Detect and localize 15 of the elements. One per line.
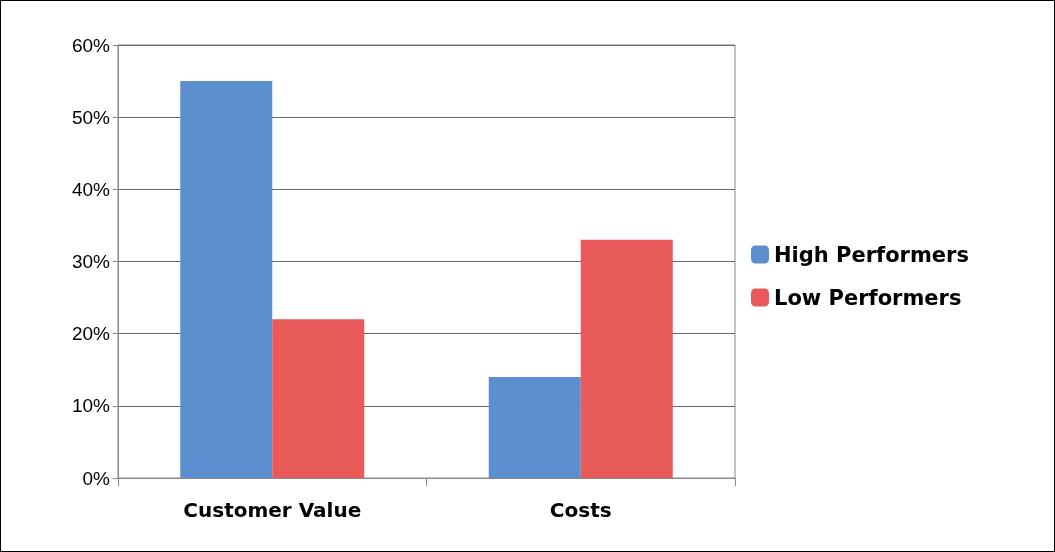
legend-label: Low Performers xyxy=(774,285,962,310)
bar xyxy=(488,376,581,478)
x-tick-label: Costs xyxy=(549,498,612,522)
x-tick-label: Customer Value xyxy=(183,498,362,522)
y-tick-label: 0% xyxy=(82,467,111,489)
y-tick-label: 30% xyxy=(71,251,111,272)
bar xyxy=(580,239,673,478)
bar xyxy=(180,81,273,478)
y-tick-label: 60% xyxy=(71,34,111,56)
y-tick-label: 50% xyxy=(71,106,111,128)
legend-label: High Performers xyxy=(774,242,969,267)
y-tick-label: 40% xyxy=(71,178,111,200)
y-tick-label: 10% xyxy=(71,395,111,417)
y-tick-label: 20% xyxy=(71,323,111,345)
bar xyxy=(272,319,365,478)
